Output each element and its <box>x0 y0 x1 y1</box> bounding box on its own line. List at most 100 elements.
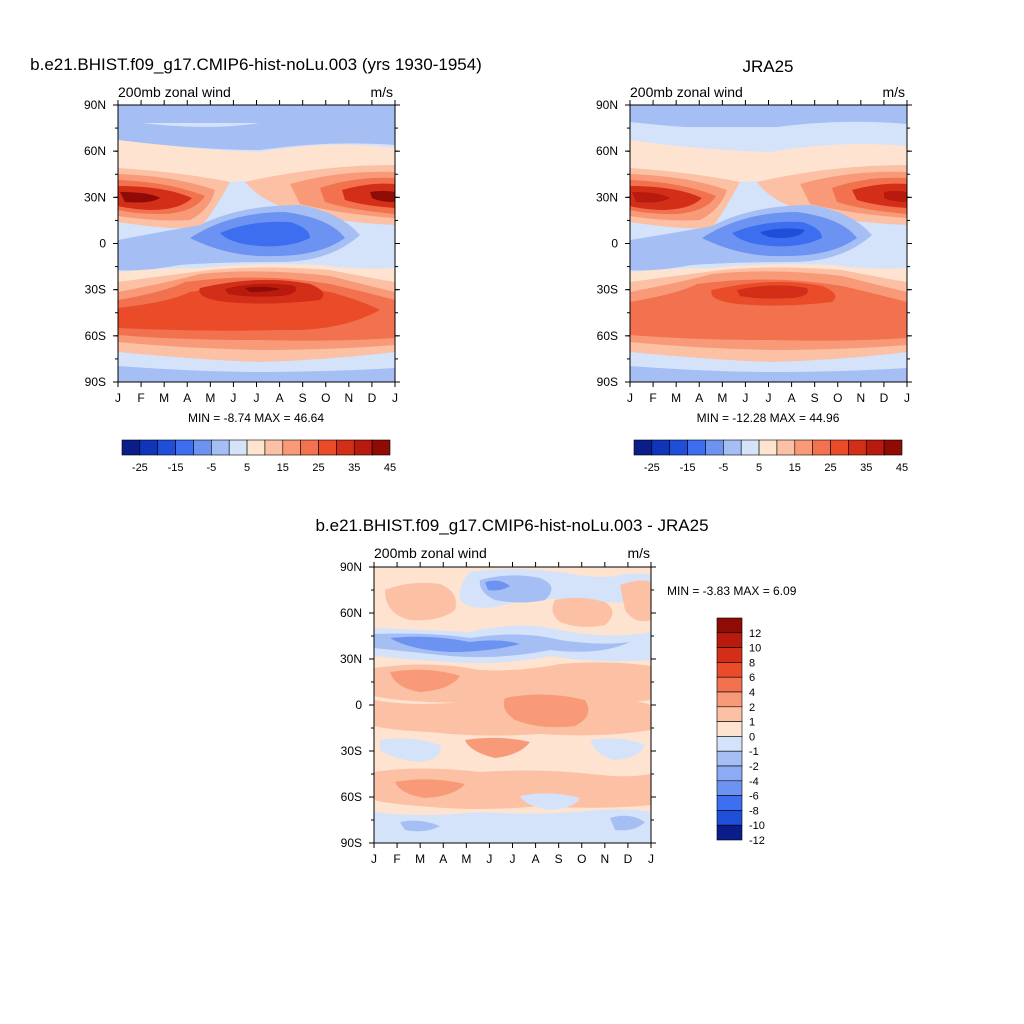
colorbar-swatch <box>282 439 301 456</box>
colorbar-label: 15 <box>789 462 801 474</box>
panel-difference: b.e21.BHIST.f09_g17.CMIP6-hist-noLu.003 … <box>315 516 796 866</box>
colorbar-label: 1 <box>749 717 755 729</box>
x-tick-label: J <box>230 391 236 405</box>
colorbar-swatch <box>812 439 831 456</box>
y-tick-label: 30N <box>340 652 362 666</box>
y-tick-label: 60N <box>596 144 618 158</box>
x-tick-label: J <box>627 391 633 405</box>
colorbar-swatch <box>716 706 743 722</box>
y-tick-label: 30S <box>341 744 362 758</box>
contour-field <box>630 105 907 382</box>
x-tick-label: M <box>205 391 215 405</box>
colorbar-swatch <box>716 721 743 737</box>
x-tick-label: O <box>321 391 330 405</box>
colorbar-swatch <box>633 439 653 456</box>
colorbar-swatch <box>716 765 743 782</box>
y-tick-label: 90S <box>597 375 618 389</box>
colorbar-label: 25 <box>312 462 324 474</box>
colorbar-swatch <box>794 439 813 456</box>
colorbar-label: 45 <box>384 462 396 474</box>
panel-title: b.e21.BHIST.f09_g17.CMIP6-hist-noLu.003 … <box>30 55 482 74</box>
x-tick-label: M <box>159 391 169 405</box>
y-ticks: 90N 60N 30N 0 30S 60S 90S <box>340 560 656 850</box>
colorbar-swatch <box>716 662 743 678</box>
y-tick-label: 60S <box>597 329 618 343</box>
colorbar-swatch <box>716 632 743 648</box>
colorbar-label: -2 <box>749 761 759 773</box>
colorbar-label: 12 <box>749 628 761 640</box>
stats-label: MIN = -8.74 MAX = 46.64 <box>188 411 324 425</box>
colorbar-swatch <box>687 439 706 456</box>
colorbar-label: 5 <box>756 462 762 474</box>
y-tick-label: 30N <box>596 190 618 204</box>
x-tick-label: J <box>510 852 516 866</box>
colorbar-swatch <box>716 617 743 634</box>
x-tick-label: S <box>299 391 307 405</box>
y-tick-label: 60N <box>84 144 106 158</box>
x-tick-label: F <box>393 852 400 866</box>
colorbar-label: 10 <box>749 643 761 655</box>
colorbar-label: -5 <box>206 462 216 474</box>
contour-field <box>374 567 651 843</box>
colorbar: -25 -15 -5 5 15 25 35 45 <box>633 439 908 474</box>
colorbar-swatch <box>139 439 159 456</box>
x-tick-label: M <box>415 852 425 866</box>
contour-field <box>118 105 395 382</box>
x-tick-label: F <box>137 391 144 405</box>
colorbar-label: 6 <box>749 672 755 684</box>
colorbar-label: -15 <box>168 462 184 474</box>
x-tick-label: D <box>624 852 633 866</box>
y-tick-label: 90S <box>341 836 362 850</box>
colorbar-label: -1 <box>749 746 759 758</box>
x-tick-label: M <box>461 852 471 866</box>
colorbar-swatch <box>669 439 688 456</box>
colorbar-label: 45 <box>896 462 908 474</box>
y-ticks: 90N 60N 30N 0 30S 60S 90S <box>84 98 400 389</box>
colorbar-swatch <box>228 439 248 456</box>
colorbar-swatch <box>723 439 742 456</box>
colorbar-swatch <box>716 795 743 811</box>
colorbar-swatch <box>371 439 391 456</box>
x-tick-label: A <box>788 391 796 405</box>
y-tick-label: 90S <box>85 375 106 389</box>
x-tick-label: J <box>648 852 654 866</box>
x-tick-label: J <box>254 391 260 405</box>
x-tick-label: A <box>439 852 447 866</box>
x-tick-label: O <box>577 852 586 866</box>
colorbar-label: -10 <box>749 820 765 832</box>
colorbar-swatch <box>246 439 266 456</box>
colorbar-label: -5 <box>718 462 728 474</box>
panel-title: JRA25 <box>742 57 793 76</box>
colorbar-swatch <box>705 439 724 456</box>
colorbar-label: 15 <box>277 462 289 474</box>
y-tick-label: 30S <box>85 283 106 297</box>
panel-subtitle-left: 200mb zonal wind <box>374 545 487 561</box>
colorbar-label: 8 <box>749 657 755 669</box>
x-tick-label: J <box>766 391 772 405</box>
colorbar-label: 5 <box>244 462 250 474</box>
x-tick-label: O <box>833 391 842 405</box>
colorbar-label: 0 <box>749 731 755 743</box>
colorbar-swatch <box>830 439 849 456</box>
y-tick-label: 0 <box>99 237 106 251</box>
colorbar-swatch <box>211 439 230 456</box>
x-tick-label: S <box>811 391 819 405</box>
colorbar-swatch <box>883 439 903 456</box>
colorbar-swatch <box>157 439 176 456</box>
colorbar-label: -12 <box>749 835 765 847</box>
y-tick-label: 60S <box>85 329 106 343</box>
x-tick-label: J <box>115 391 121 405</box>
y-tick-label: 90N <box>340 560 362 574</box>
panel-title: b.e21.BHIST.f09_g17.CMIP6-hist-noLu.003 … <box>315 516 708 535</box>
stats-label: MIN = -3.83 MAX = 6.09 <box>667 584 797 598</box>
x-tick-label: A <box>276 391 284 405</box>
colorbar-swatch <box>716 750 743 767</box>
panel-subtitle-left: 200mb zonal wind <box>630 84 743 100</box>
colorbar-swatch <box>336 439 355 456</box>
panel-subtitle-left: 200mb zonal wind <box>118 84 231 100</box>
y-tick-label: 0 <box>611 237 618 251</box>
panel-subtitle-right: m/s <box>370 84 393 100</box>
x-tick-label: M <box>671 391 681 405</box>
